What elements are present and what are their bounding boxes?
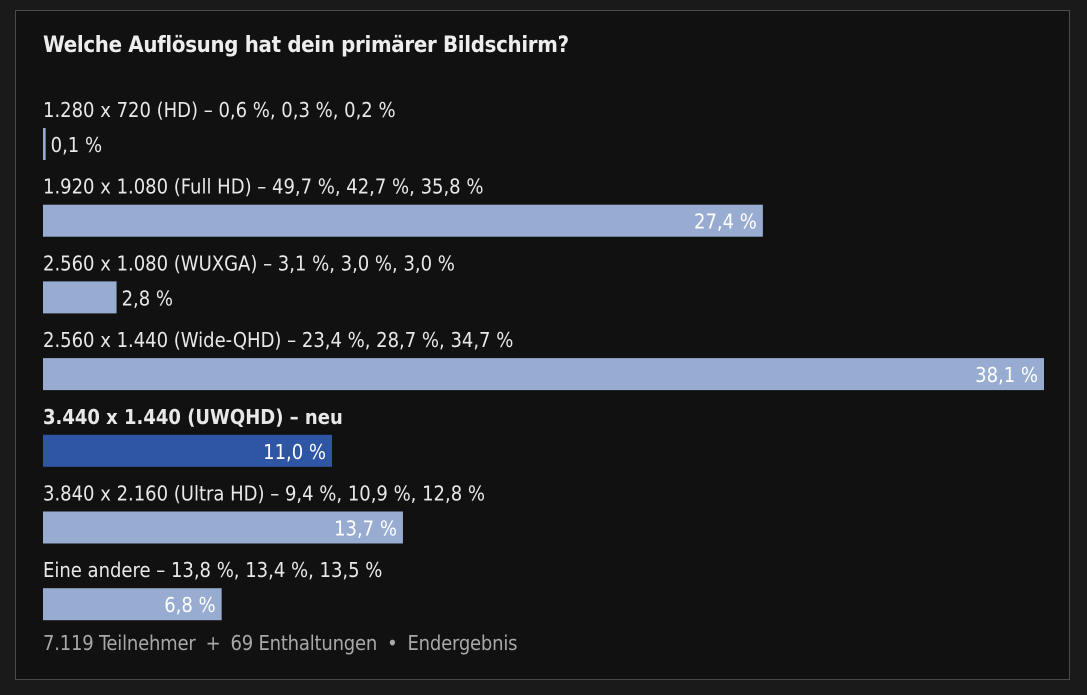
option-label: 2.560 x 1.440 (Wide-QHD) – 23,4 %, 28,7 … bbox=[43, 328, 513, 352]
abstentions-count: 69 Enthaltungen bbox=[230, 631, 378, 655]
poll-status: Endergebnis bbox=[407, 631, 518, 655]
option-label: Eine andere – 13,8 %, 13,4 %, 13,5 % bbox=[43, 558, 382, 582]
option-label: 3.440 x 1.440 (UWQHD) – neu bbox=[43, 405, 343, 429]
poll-title: Welche Auflösung hat dein primärer Bilds… bbox=[43, 33, 569, 58]
value-label: 38,1 % bbox=[975, 363, 1038, 387]
poll-card bbox=[15, 10, 1070, 680]
footer-separator: + bbox=[205, 631, 221, 655]
value-label: 27,4 % bbox=[694, 210, 757, 234]
result-bar bbox=[43, 128, 46, 160]
footer-separator: • bbox=[387, 631, 398, 655]
value-label: 13,7 % bbox=[334, 517, 397, 541]
participants-count: 7.119 Teilnehmer bbox=[43, 631, 196, 655]
value-label: 6,8 % bbox=[164, 593, 215, 617]
option-label: 1.920 x 1.080 (Full HD) – 49,7 %, 42,7 %… bbox=[43, 175, 483, 199]
result-bar bbox=[43, 204, 763, 237]
value-label: 0,1 % bbox=[51, 133, 102, 157]
result-bar bbox=[43, 434, 333, 467]
result-bar bbox=[43, 511, 403, 544]
option-label: 3.840 x 2.160 (Ultra HD) – 9,4 %, 10,9 %… bbox=[43, 482, 485, 506]
option-label: 1.280 x 720 (HD) – 0,6 %, 0,3 %, 0,2 % bbox=[43, 98, 396, 122]
result-bar bbox=[43, 281, 117, 314]
poll-footer: 7.119 Teilnehmer +69 Enthaltungen • Enderge… bbox=[43, 631, 518, 655]
value-label: 2,8 % bbox=[122, 286, 173, 310]
result-bar bbox=[43, 358, 1044, 391]
result-bar bbox=[43, 588, 222, 621]
value-label: 11,0 % bbox=[263, 440, 326, 464]
option-label: 2.560 x 1.080 (WUXGA) – 3,1 %, 3,0 %, 3,… bbox=[43, 251, 455, 275]
